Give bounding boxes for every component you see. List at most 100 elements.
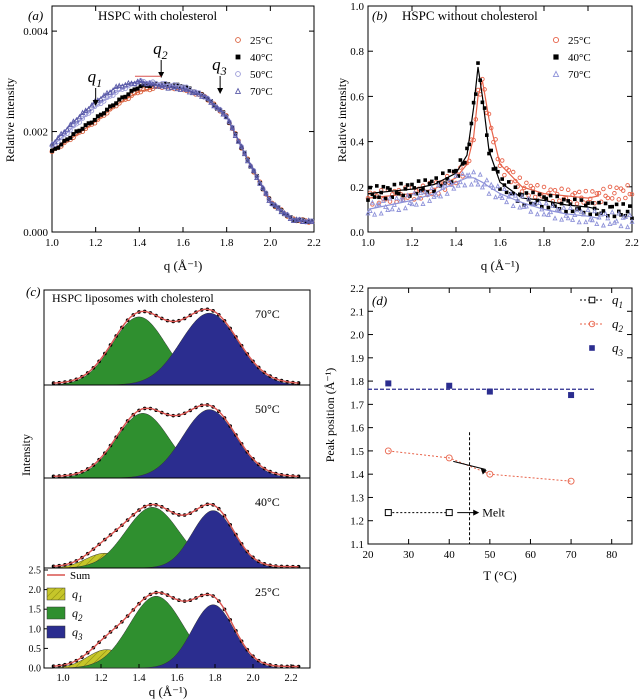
panel-a-point (282, 212, 287, 217)
panel-a-point (254, 174, 260, 181)
panel-b-series (365, 169, 635, 230)
panel-b-point (509, 192, 513, 196)
panel-b-point (467, 142, 471, 147)
panel-b-point (630, 216, 634, 221)
panel-b-point (610, 204, 614, 209)
panel-b-point (607, 184, 613, 190)
panel-b-point (618, 186, 624, 191)
panel-a-point (62, 138, 67, 143)
panel-a-title: HSPC with cholesterol (98, 8, 218, 23)
panel-b-point (491, 167, 496, 171)
panel-a-point (123, 94, 128, 99)
y-tick-label: 0.8 (350, 46, 364, 58)
panel-a-series (49, 77, 315, 224)
panel-c-plot: 70°C 50°C 40°C 25°C 1.0 1.2 1.4 1.6 1.8 2.0 2.2 0.0… (29, 289, 311, 684)
panel-a-point (241, 150, 248, 157)
panel-d-point (486, 470, 494, 478)
panel-b-point (499, 194, 505, 200)
panel-b-point (600, 222, 606, 228)
x-tick-label: 1.8 (537, 237, 551, 249)
panel-b-point (416, 179, 421, 183)
panel-b-line (367, 177, 600, 219)
panel-b-point (541, 211, 547, 217)
panel-a-point (153, 83, 159, 89)
panel-b-point (594, 191, 600, 196)
panel-a-annotation: q1 (88, 67, 103, 90)
panel-b-point (619, 212, 623, 217)
panel-b-point (614, 202, 619, 207)
panel-c-label: (c) (26, 284, 40, 299)
panel-d-legend-label: q1 (612, 292, 623, 310)
panel-a-point (95, 114, 100, 119)
x-tick-label: 2.2 (307, 237, 321, 249)
panel-c-subpanel: 50°C (43, 384, 311, 479)
panel-a-legend-marker (235, 54, 241, 60)
panel-a-point (89, 102, 95, 108)
panel-a-label: (a) (28, 8, 43, 23)
panel-b-point (623, 195, 628, 201)
panel-b-point (394, 191, 399, 195)
panel-b-point (616, 197, 622, 202)
y-tick-label: 2.0 (350, 330, 364, 342)
panel-b-point (423, 178, 427, 182)
panel-a-point (114, 101, 119, 106)
panel-a-point (160, 82, 165, 87)
panel-d-point (385, 380, 392, 387)
y-tick-label: 1.1 (350, 539, 364, 551)
panel-c-x-tick-label: 1.8 (208, 673, 221, 684)
panel-a-legend-marker (235, 37, 241, 43)
panel-c-legend-label: q2 (72, 606, 83, 623)
panel-a-point (83, 123, 88, 128)
panel-b-point (410, 182, 414, 187)
panel-b-point (561, 204, 567, 210)
panel-b-point (605, 215, 611, 221)
panel-a-point (235, 138, 242, 144)
panel-c-legend-label: Sum (70, 570, 91, 582)
x-tick-label: 1.4 (449, 237, 463, 249)
panel-b-point (614, 218, 620, 224)
panel-b-point (432, 189, 436, 194)
panel-b-point (455, 182, 461, 188)
panel-a-legend-marker (235, 71, 241, 77)
y-tick-label: 1.4 (350, 469, 364, 481)
panel-d-legend-marker (589, 345, 595, 351)
panel-b-point (603, 193, 608, 199)
y-tick-label: 1.3 (350, 492, 364, 504)
panel-a-point (303, 219, 308, 224)
panel-a-point (80, 126, 85, 131)
x-tick-label: 70 (566, 549, 578, 561)
panel-b-point (574, 207, 580, 213)
panel-c-y-tick-label: 2.5 (29, 566, 42, 577)
panel-b-point (576, 219, 582, 225)
panel-a-point (156, 82, 162, 88)
panel-c-subpanel: 70°C (43, 289, 311, 386)
panel-b-point (504, 190, 509, 195)
panel-b-point (528, 183, 534, 189)
panel-a-annotation: q2 (153, 39, 168, 62)
panel-c-component-q3 (53, 604, 301, 669)
panel-b-point (389, 206, 395, 212)
panel-c-y-tick-label: 0.0 (29, 664, 42, 675)
panel-b-point (556, 207, 562, 213)
panel-a-point (108, 104, 113, 109)
panel-a-point (137, 77, 144, 84)
panel-b-series (365, 76, 635, 207)
panel-b-point (529, 201, 533, 206)
panel-a-point (306, 217, 312, 223)
panel-b-point (625, 183, 630, 188)
panel-b-point (473, 177, 479, 183)
panel-b-point (629, 192, 635, 197)
panel-b-point (598, 211, 604, 217)
panel-b-point (433, 192, 439, 198)
panel-b-point (468, 181, 474, 187)
panel-b-point (586, 201, 590, 206)
panel-d-melt-arrowhead (473, 509, 480, 516)
panel-c-sum-line (53, 404, 299, 477)
panel-b-point (531, 190, 535, 195)
panel-b-point (555, 194, 559, 199)
panel-b-legend-marker (553, 54, 559, 60)
panel-b-series (366, 61, 634, 221)
panel-b-point (447, 169, 452, 173)
panel-a-point (163, 81, 168, 86)
panel-a-point (276, 205, 281, 210)
